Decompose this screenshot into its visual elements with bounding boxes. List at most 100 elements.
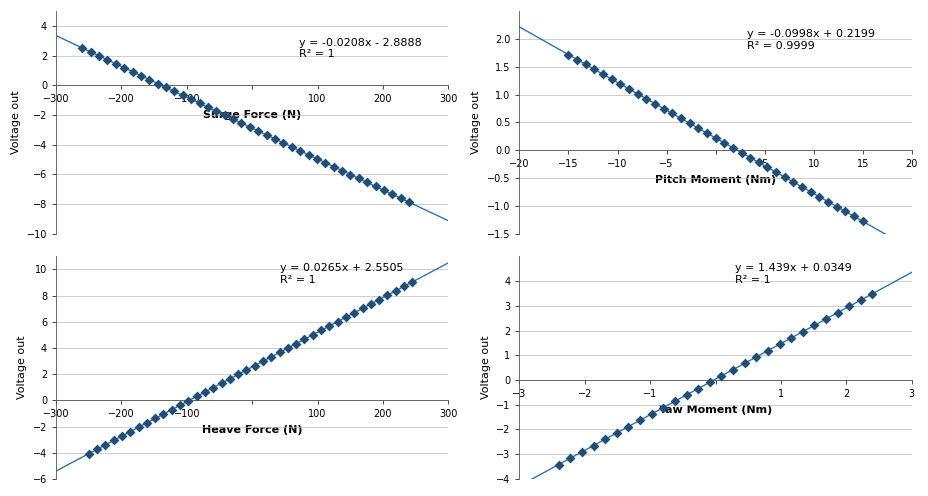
- Point: [322, 322, 337, 330]
- Point: [371, 296, 386, 304]
- Point: [841, 303, 856, 310]
- Point: [699, 129, 714, 137]
- Point: [134, 71, 148, 79]
- Point: [267, 135, 282, 143]
- Point: [309, 155, 324, 163]
- Point: [751, 159, 766, 167]
- Point: [259, 131, 274, 139]
- Point: [767, 168, 782, 176]
- Point: [396, 282, 411, 290]
- Point: [578, 61, 593, 68]
- Point: [159, 83, 174, 91]
- Point: [793, 183, 808, 191]
- Point: [393, 194, 407, 202]
- Point: [811, 193, 826, 201]
- Point: [264, 353, 278, 361]
- Point: [217, 111, 232, 119]
- X-axis label: Yaw Moment (Nm): Yaw Moment (Nm): [658, 405, 772, 415]
- Point: [388, 287, 403, 295]
- Point: [363, 300, 378, 308]
- Point: [338, 313, 353, 321]
- Point: [819, 198, 834, 206]
- Point: [733, 149, 748, 157]
- Point: [794, 328, 809, 336]
- Point: [609, 429, 624, 437]
- Point: [122, 428, 137, 435]
- Point: [716, 139, 731, 147]
- Point: [75, 44, 90, 52]
- Point: [647, 100, 662, 108]
- Point: [97, 441, 112, 449]
- Point: [234, 119, 249, 127]
- Point: [354, 305, 369, 312]
- Point: [106, 436, 121, 444]
- Point: [82, 450, 97, 458]
- Point: [184, 95, 199, 103]
- Point: [131, 423, 146, 431]
- Point: [329, 317, 344, 325]
- Point: [829, 202, 844, 210]
- Point: [84, 48, 98, 56]
- Point: [342, 171, 357, 179]
- Y-axis label: Voltage out: Voltage out: [11, 91, 21, 154]
- Point: [326, 163, 341, 171]
- Point: [247, 362, 262, 370]
- Text: y = -0.0998x + 0.2199
R² = 0.9999: y = -0.0998x + 0.2199 R² = 0.9999: [746, 29, 874, 51]
- Text: y = 1.439x + 0.0349
R² = 1: y = 1.439x + 0.0349 R² = 1: [734, 263, 851, 285]
- Y-axis label: Voltage out: Voltage out: [480, 336, 490, 399]
- Point: [785, 178, 800, 186]
- Point: [150, 79, 165, 87]
- Point: [189, 392, 204, 400]
- Point: [89, 445, 104, 453]
- Point: [148, 415, 162, 423]
- Point: [384, 190, 399, 198]
- Point: [707, 134, 722, 142]
- Point: [280, 344, 295, 352]
- Point: [181, 397, 196, 405]
- Y-axis label: Voltage out: Voltage out: [17, 336, 27, 399]
- Point: [222, 375, 237, 383]
- Point: [666, 397, 681, 405]
- Point: [737, 359, 752, 367]
- Point: [314, 326, 329, 334]
- Point: [597, 435, 612, 443]
- Point: [401, 198, 416, 206]
- Point: [632, 416, 647, 424]
- Point: [655, 105, 670, 113]
- Point: [586, 441, 600, 449]
- Point: [192, 99, 207, 107]
- Point: [109, 60, 123, 68]
- Y-axis label: Voltage out: Voltage out: [470, 91, 481, 154]
- Point: [251, 127, 265, 135]
- Point: [367, 183, 382, 190]
- Point: [164, 406, 179, 414]
- X-axis label: Heave Force (N): Heave Force (N): [201, 425, 303, 435]
- Point: [629, 90, 644, 98]
- Point: [569, 56, 584, 63]
- Point: [690, 124, 705, 132]
- Point: [574, 448, 588, 456]
- Point: [777, 173, 792, 181]
- Point: [200, 103, 215, 111]
- Point: [173, 401, 187, 409]
- Point: [289, 340, 303, 348]
- Point: [673, 115, 688, 123]
- Point: [167, 87, 182, 95]
- Point: [175, 91, 190, 99]
- Point: [771, 340, 786, 348]
- Point: [139, 419, 154, 427]
- Point: [725, 144, 740, 152]
- Point: [562, 454, 577, 462]
- Point: [213, 379, 228, 387]
- Point: [742, 154, 757, 162]
- Point: [803, 188, 818, 196]
- Point: [255, 357, 270, 365]
- Point: [206, 384, 221, 392]
- Point: [643, 410, 658, 418]
- Point: [681, 120, 696, 127]
- Point: [702, 378, 716, 386]
- Point: [853, 296, 868, 304]
- Point: [305, 331, 320, 339]
- Point: [714, 372, 728, 380]
- Point: [690, 384, 705, 392]
